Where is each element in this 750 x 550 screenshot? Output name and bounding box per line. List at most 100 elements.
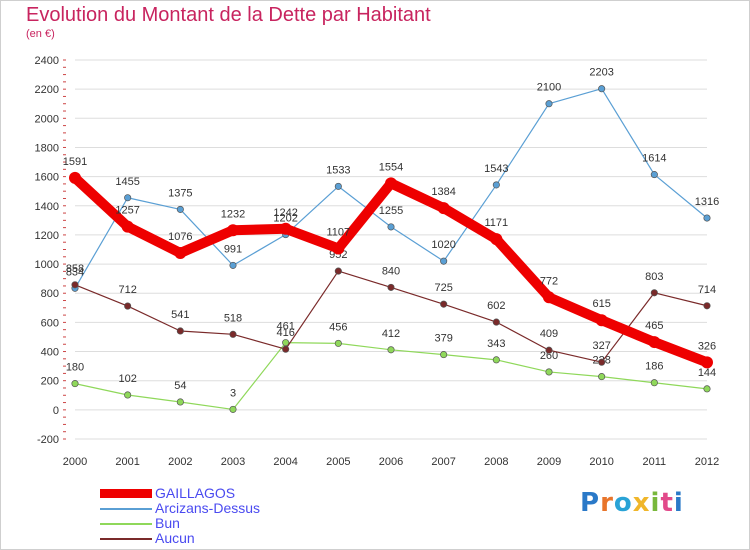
data-point: [387, 283, 395, 291]
proxiti-logo: Proxiti: [580, 488, 684, 518]
data-point: [124, 302, 132, 310]
data-label: 3: [230, 387, 236, 399]
chart-title: Evolution du Montant de la Dette par Hab…: [26, 4, 431, 26]
data-point: [71, 281, 79, 289]
data-point: [229, 261, 237, 269]
data-label: 1020: [431, 239, 455, 251]
data-point: [650, 379, 658, 387]
legend-swatch: [100, 489, 152, 498]
data-point: [545, 346, 553, 354]
data-label: 456: [329, 321, 347, 333]
y-tick-label: 1800: [35, 142, 59, 154]
data-label: 1242: [273, 207, 297, 219]
data-point: [334, 339, 342, 347]
y-tick-label: 400: [41, 347, 59, 359]
y-tick-label: 1600: [35, 172, 59, 184]
legend-label: Bun: [155, 515, 180, 531]
data-point: [598, 373, 606, 381]
data-label: 1533: [326, 164, 350, 176]
data-point: [701, 356, 713, 369]
x-tick-label: 2001: [115, 456, 139, 468]
data-point: [121, 220, 134, 233]
data-point: [545, 368, 553, 376]
data-point: [334, 267, 342, 275]
data-point: [492, 356, 500, 364]
y-tick-label: 0: [53, 405, 59, 417]
data-label: 1614: [642, 153, 666, 165]
data-point: [545, 100, 553, 108]
data-label: 858: [66, 263, 84, 275]
data-point: [176, 327, 184, 335]
data-point: [332, 242, 345, 255]
data-point: [703, 214, 711, 222]
data-label: 326: [698, 340, 716, 352]
data-label: 1316: [695, 196, 719, 208]
data-point: [69, 171, 81, 184]
data-label: 465: [645, 320, 663, 332]
data-label: 409: [540, 328, 558, 340]
data-point: [176, 205, 184, 213]
data-point: [124, 194, 132, 202]
data-point: [598, 358, 606, 366]
data-label: 1232: [221, 208, 245, 220]
data-label: 840: [382, 265, 400, 277]
data-label: 2203: [589, 67, 613, 79]
legend-label: GAILLAGOS: [155, 485, 236, 501]
data-label: 412: [382, 328, 400, 340]
chart-subtitle: (en €): [26, 28, 55, 40]
data-point: [279, 222, 292, 235]
data-point: [595, 314, 608, 327]
data-point: [598, 85, 606, 93]
data-point: [650, 289, 658, 297]
data-point: [648, 336, 661, 349]
x-tick-label: 2007: [431, 456, 455, 468]
data-label: 725: [434, 282, 452, 294]
data-point: [440, 257, 448, 265]
data-point: [387, 223, 395, 231]
y-tick-label: 2400: [35, 55, 59, 67]
data-point: [229, 405, 237, 413]
y-tick-label: 1400: [35, 201, 59, 213]
data-label: 1255: [379, 205, 403, 217]
data-label: 714: [698, 284, 716, 296]
data-label: 772: [540, 275, 558, 287]
data-label: 2100: [537, 82, 561, 94]
legend-swatch: [100, 538, 152, 540]
data-label: 1107: [327, 226, 351, 238]
data-label: 1455: [115, 176, 139, 188]
data-point: [440, 300, 448, 308]
data-point: [440, 351, 448, 359]
data-point: [174, 246, 187, 259]
data-label: 1171: [485, 217, 509, 229]
y-tick-label: 600: [41, 317, 59, 329]
data-point: [71, 380, 79, 388]
y-tick-label: 1000: [35, 259, 59, 271]
x-tick-label: 2005: [326, 456, 350, 468]
legend-swatch: [100, 508, 152, 510]
data-point: [492, 181, 500, 189]
y-tick-label: 2200: [35, 84, 59, 96]
data-label: 1202: [273, 213, 297, 225]
data-label: 834: [66, 266, 84, 278]
data-label: 327: [592, 340, 610, 352]
data-point: [334, 182, 342, 190]
data-point: [387, 346, 395, 354]
data-point: [229, 330, 237, 338]
data-label: 1076: [168, 231, 192, 243]
x-tick-label: 2012: [695, 456, 719, 468]
data-label: 1384: [431, 186, 455, 198]
data-point: [437, 202, 450, 215]
data-point: [492, 318, 500, 326]
data-point: [282, 345, 290, 353]
data-label: 416: [276, 327, 294, 339]
legend-label: Aucun: [155, 530, 195, 546]
data-label: 518: [224, 312, 242, 324]
data-point: [124, 391, 132, 399]
data-label: 54: [174, 380, 186, 392]
data-label: 991: [224, 243, 242, 255]
data-label: 1591: [63, 156, 87, 168]
data-label: 379: [434, 333, 452, 345]
x-tick-label: 2000: [63, 456, 87, 468]
